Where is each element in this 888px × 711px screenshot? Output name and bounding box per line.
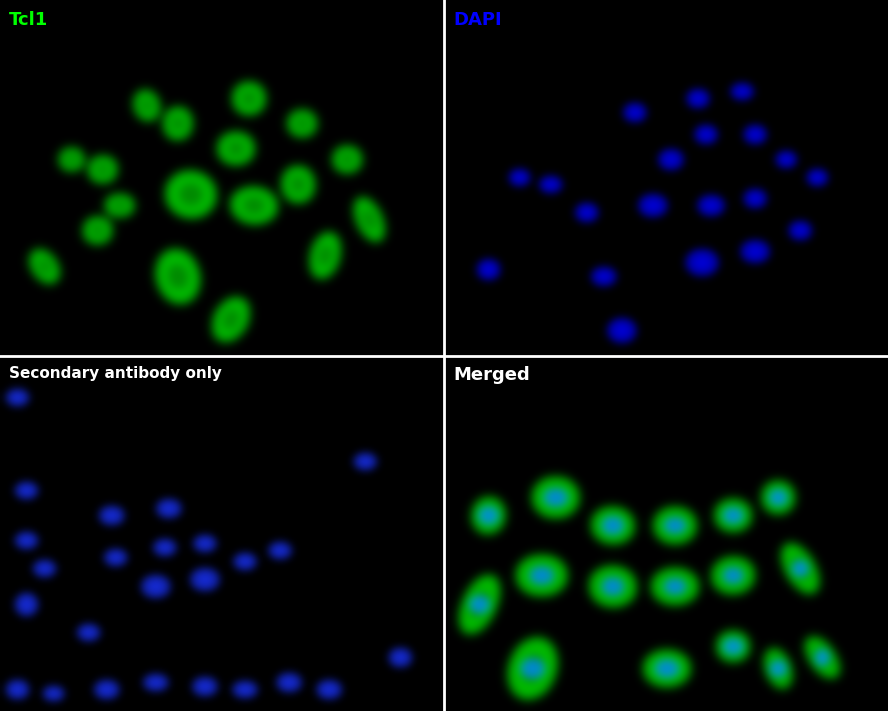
Text: Secondary antibody only: Secondary antibody only <box>9 366 222 381</box>
Text: Merged: Merged <box>453 366 529 384</box>
Text: Tcl1: Tcl1 <box>9 11 48 28</box>
Text: DAPI: DAPI <box>453 11 502 28</box>
